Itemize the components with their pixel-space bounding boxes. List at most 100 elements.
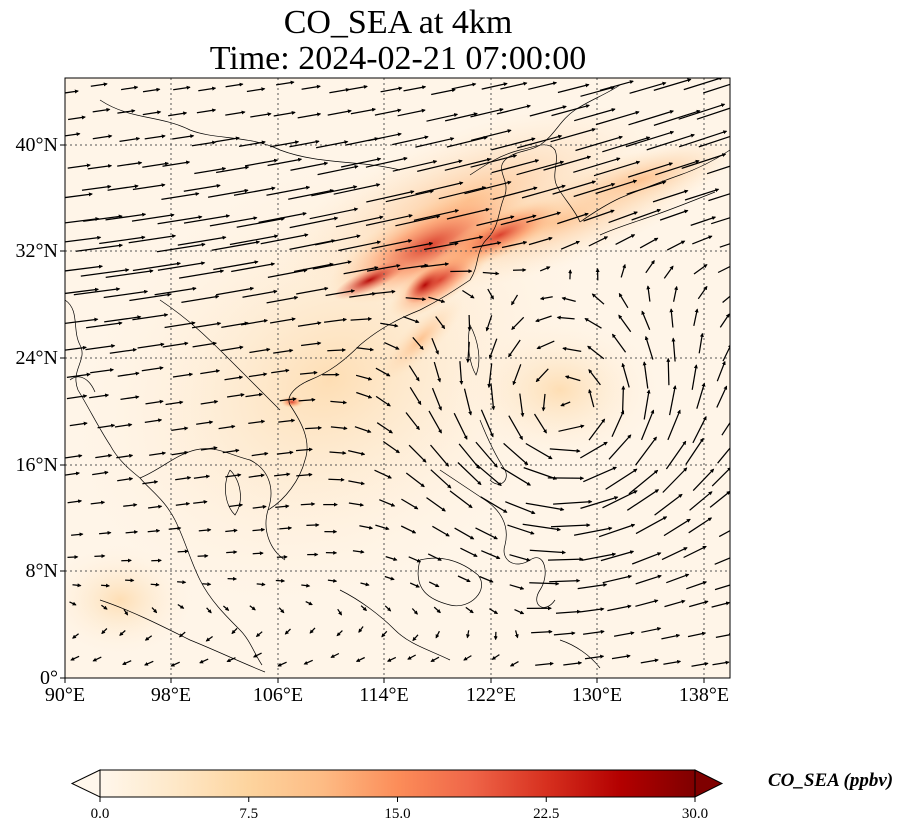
wind-vector <box>541 393 546 412</box>
wind-vector <box>222 605 230 611</box>
lat-tick-label: 24°N <box>15 347 58 369</box>
wind-vector <box>359 525 374 530</box>
wind-vector <box>562 346 582 353</box>
wind-vector <box>426 497 446 512</box>
wind-vector <box>236 217 285 228</box>
wind-vector <box>248 473 265 478</box>
wind-vector <box>99 235 146 245</box>
wind-vector <box>330 652 340 658</box>
wind-vector <box>246 87 266 93</box>
wind-vector <box>668 385 677 416</box>
wind-vector <box>198 86 217 92</box>
wind-vector <box>681 153 727 169</box>
wind-vector <box>330 426 348 431</box>
wind-vector <box>521 184 566 199</box>
wind-vector <box>83 214 123 222</box>
wind-vector <box>99 530 112 535</box>
wind-vector <box>269 317 296 324</box>
wind-vector <box>573 182 616 198</box>
wind-vector <box>297 321 322 327</box>
wind-vector <box>640 409 655 441</box>
wind-vector <box>65 192 93 199</box>
colorbar <box>100 770 695 797</box>
wind-vector <box>215 286 255 296</box>
wind-vector <box>692 235 713 245</box>
wind-vector <box>491 654 500 660</box>
wind-vector <box>196 420 214 425</box>
wind-vector <box>405 472 425 488</box>
wind-vector <box>595 179 638 195</box>
wind-vector <box>413 209 460 222</box>
axis-ticks <box>60 144 705 683</box>
wind-vector <box>317 164 359 176</box>
wind-vector <box>583 629 605 635</box>
wind-vector <box>252 504 267 509</box>
wind-vector <box>573 157 621 173</box>
wind-vector <box>119 136 141 143</box>
wind-vector <box>492 186 538 201</box>
wind-vector <box>267 268 308 279</box>
wind-vector <box>290 161 329 171</box>
wind-vector <box>215 165 250 174</box>
wind-vector <box>65 217 100 224</box>
wind-vector <box>631 208 662 221</box>
wind-vector <box>574 108 616 122</box>
wind-vector <box>65 453 83 459</box>
wind-vector <box>327 578 338 583</box>
wind-vector <box>558 424 585 432</box>
wind-vector <box>97 423 116 429</box>
wind-vector <box>231 627 238 635</box>
wind-vector <box>161 192 200 201</box>
wind-vector <box>475 463 502 487</box>
wind-vector <box>177 603 185 609</box>
colorbar-tick-label: 22.5 <box>533 806 560 822</box>
wind-vector <box>501 240 528 249</box>
wind-vector <box>276 450 294 455</box>
wind-vector <box>401 498 419 510</box>
wind-vector <box>693 264 708 275</box>
wind-vector <box>348 449 366 456</box>
wind-vector <box>335 215 384 228</box>
wind-vector <box>719 243 730 248</box>
wind-vector <box>697 285 708 300</box>
lat-tick-label: 8°N <box>25 560 58 582</box>
wind-vector <box>711 601 730 608</box>
wind-vector <box>460 547 478 557</box>
wind-vector <box>162 341 189 348</box>
wind-vector <box>65 287 99 295</box>
wind-vector <box>381 630 388 638</box>
wind-vector <box>583 209 615 222</box>
wind-vector <box>641 310 651 330</box>
wind-vector <box>105 212 147 221</box>
wind-vector <box>426 113 459 122</box>
wind-vector <box>605 468 638 490</box>
wind-vector <box>90 368 114 374</box>
wind-vector <box>584 317 602 329</box>
wind-vector <box>144 660 154 666</box>
wind-vector <box>433 361 442 383</box>
wind-vector <box>348 502 364 507</box>
wind-vector <box>488 338 498 359</box>
wind-vector <box>579 607 605 613</box>
wind-vector <box>256 582 266 587</box>
wind-vector <box>65 89 79 94</box>
wind-vector <box>92 656 102 662</box>
wind-vector <box>175 501 191 506</box>
wind-vector <box>392 135 429 146</box>
wind-vector <box>551 104 590 117</box>
wind-vector <box>242 289 278 298</box>
wind-vector <box>299 370 318 375</box>
wind-vector <box>375 524 390 531</box>
wind-vector <box>476 215 515 227</box>
coastlines <box>65 84 730 673</box>
wind-vector <box>608 211 638 224</box>
wind-vector <box>547 557 584 562</box>
wind-vector <box>716 360 726 382</box>
lon-tick-label: 114°E <box>359 684 409 706</box>
wind-vector <box>395 241 434 252</box>
wind-vector <box>379 499 396 507</box>
wind-vector <box>228 503 244 508</box>
wind-vector <box>72 633 79 639</box>
map-frame <box>64 77 731 679</box>
